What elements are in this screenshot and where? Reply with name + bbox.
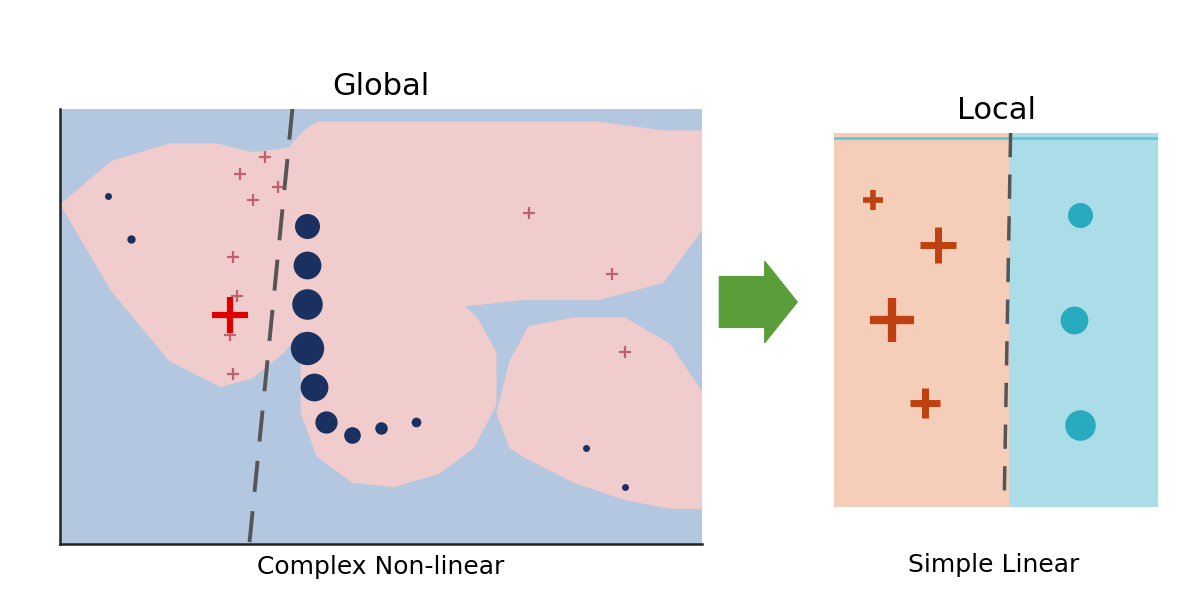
FancyArrow shape [720,262,797,342]
X-axis label: Complex Non-linear: Complex Non-linear [257,554,505,579]
Bar [834,133,1009,507]
Polygon shape [301,283,497,487]
Polygon shape [497,318,702,509]
Title: Local: Local [956,96,1036,125]
Bar [1009,133,1158,507]
Text: Simple Linear: Simple Linear [908,553,1079,577]
Title: Global: Global [332,72,430,101]
Polygon shape [60,122,702,387]
